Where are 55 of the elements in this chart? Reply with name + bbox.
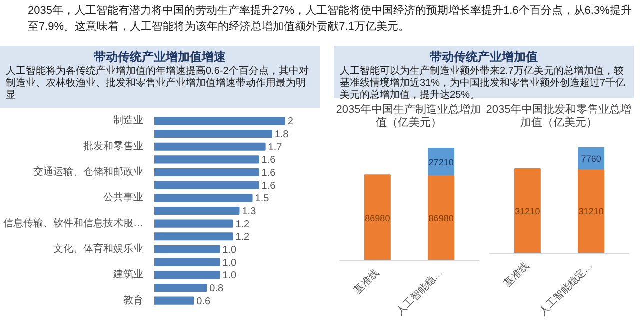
data-label: 1.8	[274, 130, 290, 141]
data-label: 27210	[428, 157, 454, 168]
data-label: 0.6	[196, 296, 211, 308]
data-label: 86980	[428, 213, 454, 224]
bar	[154, 245, 220, 254]
data-label: 1.6	[262, 180, 276, 192]
data-label: 86980	[365, 213, 390, 224]
bar	[154, 271, 220, 280]
x-tick-label: 人工智能稳…	[394, 266, 446, 318]
data-label: 1.6	[262, 168, 276, 180]
bar	[154, 296, 194, 305]
data-label: 1.0	[222, 244, 238, 256]
x-tick-label: 人工智能稳定…	[537, 260, 596, 318]
data-label: 1.7	[268, 142, 283, 154]
bar	[154, 117, 286, 126]
bar	[154, 232, 234, 241]
bar	[154, 156, 260, 164]
bar	[154, 284, 208, 292]
chart-subtitle: 人工智能将为各传统产业增加值的年增速提高0.6-2个百分点，其中对制造业、农林牧渔业、批发和零售业产业增加值增速带动作用最为明显	[6, 66, 310, 102]
y-tick-label: 公共事业	[104, 192, 144, 204]
data-label: 1.3	[242, 206, 257, 218]
data-label: 1.2	[236, 219, 250, 230]
data-label: 1.2	[236, 232, 250, 244]
chart-title: 2035年中国生产制造业总增加值（亿美元）	[335, 104, 483, 130]
x-tick-label: 基准线	[502, 260, 532, 290]
bar	[154, 258, 220, 266]
y-tick-label: 建筑业	[112, 268, 144, 281]
y-tick-label: 教育	[124, 294, 144, 306]
data-label: 31210	[515, 206, 540, 217]
bar	[154, 181, 260, 190]
data-label: 7760	[581, 154, 602, 164]
bar	[154, 142, 266, 151]
data-label: 31210	[578, 206, 604, 217]
y-tick-label: 文化、体育和娱乐业	[54, 242, 144, 255]
chart-title: 2035年中国批发和零售业总增加值（亿美元）	[485, 104, 633, 130]
bar	[154, 206, 240, 216]
data-label: 2	[288, 116, 294, 128]
data-label: 1.0	[222, 258, 238, 269]
data-label: 1.0	[222, 270, 238, 282]
bar	[154, 168, 260, 177]
data-label: 0.8	[210, 283, 224, 294]
x-tick-label: 基准线	[352, 266, 382, 297]
text: 人工智能可以为生产制造业额外带来2.7万亿美元的总增加值，较基准线情境增加近31%，为中国批发和零售业额外创造超过7千亿美元的总增加值，提升达25%。	[340, 66, 627, 102]
chart-title: 带动传统产业增加值增速	[93, 49, 227, 66]
bar	[154, 130, 272, 138]
y-tick-label: 交通运输、仓储和邮政业	[34, 166, 144, 178]
y-tick-label: 批发和零售业	[84, 140, 144, 152]
data-label: 1.5	[255, 194, 270, 205]
bar	[154, 194, 253, 202]
text: 2035年，人工智能有潜力将中国的劳动生产率提升27%，人工智能将使中国经济的预期增长率提升1.6个百分点，从6.3%提升至7.9%。这意味着，人工智能将为该年的经济总增加值额外贡献7.1万亿美元。	[27, 4, 633, 35]
bar	[154, 220, 234, 228]
text: 带动传统产业增加值	[429, 49, 539, 66]
y-tick-label: 制造业	[114, 114, 144, 127]
y-tick-label: 信息传输、软件和信息技术服…	[4, 217, 144, 230]
data-label: 1.6	[262, 155, 276, 166]
